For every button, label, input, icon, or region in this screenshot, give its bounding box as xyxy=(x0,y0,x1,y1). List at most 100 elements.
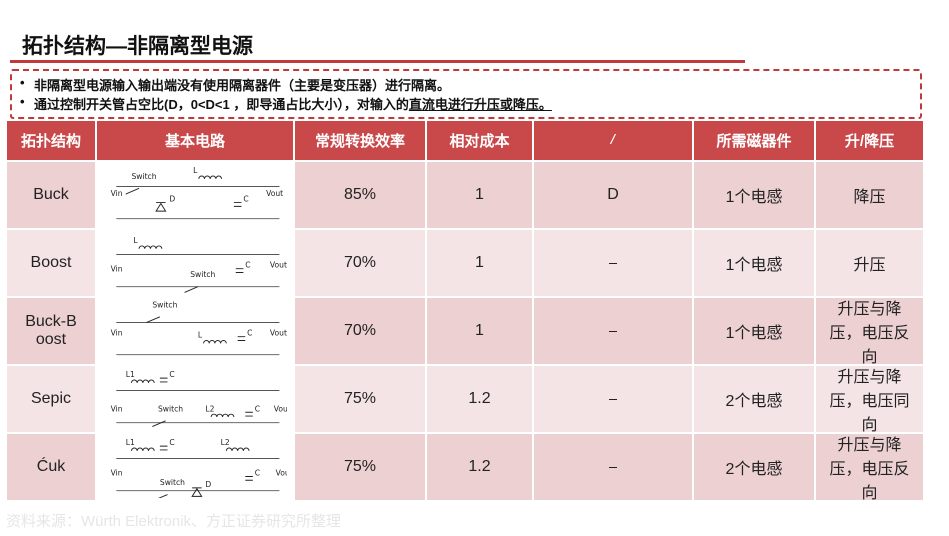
source: 资料来源：Würth Elektronik、方正证券研究所整理 xyxy=(6,513,342,530)
circuit-wire xyxy=(116,321,280,356)
circuit: Switch L D C Vin Vout xyxy=(111,166,283,220)
circuit-label: L xyxy=(198,331,203,340)
circuit-part xyxy=(158,494,168,498)
circuit-part xyxy=(130,447,155,451)
table-cell: L1 C Vin Switch L2 C Vout xyxy=(97,366,293,432)
circuit-label: Vin xyxy=(111,404,123,413)
numerator xyxy=(609,466,617,468)
table-cell: 升/降压 xyxy=(816,121,923,160)
fraction xyxy=(609,466,617,468)
table-cell: 升压与降压，电压反向 xyxy=(816,434,923,502)
note: 非隔离型电源输入输出端没有使用隔离器件（主要是变压器）进行隔离。 xyxy=(20,75,450,94)
table-cell: 75% xyxy=(295,366,425,432)
circuit-label: Switch xyxy=(160,478,185,487)
numerator xyxy=(609,398,617,400)
circuit-part xyxy=(237,336,246,341)
circuit-part xyxy=(210,413,235,418)
table-cell: 降压 xyxy=(816,162,923,228)
fraction xyxy=(609,330,617,332)
circuit-label: C xyxy=(169,438,174,447)
circuit-label: C xyxy=(255,404,260,413)
table-cell: 升压与降压，电压同向 xyxy=(816,366,923,434)
table-cell: Switch Vin L C Vout xyxy=(97,298,293,364)
circuit-label: Vout xyxy=(266,189,283,198)
circuit-label: C xyxy=(169,370,174,379)
circuit-label: Switch xyxy=(131,172,156,181)
circuit-part xyxy=(203,340,227,344)
table-cell xyxy=(534,366,692,432)
table-cell: 70% xyxy=(295,230,425,296)
table-cell: 1个电感 xyxy=(694,298,814,364)
table-cell: 1个电感 xyxy=(694,162,814,228)
circuit-part xyxy=(152,420,166,427)
circuit-label: L1 xyxy=(126,370,135,379)
circuit-label: L2 xyxy=(221,438,230,447)
circuit-part xyxy=(235,268,244,273)
circuit-label: C xyxy=(255,469,260,478)
circuit-label: Switch xyxy=(158,404,183,413)
table-cell: L1 C L2 Vin Switch D C Vout xyxy=(97,434,293,500)
table-cell: D xyxy=(534,162,692,228)
circuit-label: Vout xyxy=(274,404,287,413)
table-cell: 2个电感 xyxy=(694,434,814,500)
slash: / xyxy=(610,131,616,146)
circuit: L Vin Switch C Vout xyxy=(111,236,287,293)
table-cell: 拓扑结构 xyxy=(7,121,95,160)
note-text: 通过控制开关管占空比(D，0<D<1 ，即导通占比大小），对输入的 xyxy=(34,97,409,112)
table-cell: 所需磁器件 xyxy=(694,121,814,160)
circuit-part xyxy=(233,202,242,207)
circuit-part xyxy=(138,245,163,249)
table-cell: Switch L D C Vin Vout xyxy=(97,162,293,228)
table-cell: 1 xyxy=(427,162,532,228)
table-cell: 常规转换效率 xyxy=(295,121,425,160)
circuit-label: Vout xyxy=(270,261,287,270)
slide-title: 拓扑结构—非隔离型电源 xyxy=(22,35,253,58)
circuit: L1 C L2 Vin Switch D C Vout xyxy=(111,438,287,498)
circuit-label: Vout xyxy=(270,329,287,338)
circuit-label: D xyxy=(205,480,211,489)
fraction xyxy=(609,262,617,264)
circuit-label: L xyxy=(193,166,198,175)
numerator xyxy=(609,330,617,332)
circuit-label: L1 xyxy=(126,438,135,447)
table-cell: 1个电感 xyxy=(694,230,814,296)
table-cell: 相对成本 xyxy=(427,121,532,160)
circuit-part xyxy=(125,187,140,195)
circuit: L1 C Vin Switch L2 C Vout xyxy=(111,370,287,427)
note-box: 非隔离型电源输入输出端没有使用隔离器件（主要是变压器）进行隔离。 通过控制开关管… xyxy=(10,69,922,119)
circuit-part xyxy=(191,487,203,497)
title-rule xyxy=(10,60,745,63)
circuit-label: Vin xyxy=(111,189,123,198)
circuit-wire xyxy=(116,389,280,424)
circuit-wire xyxy=(116,185,280,220)
circuit-part xyxy=(130,379,155,383)
table-cell: 1.2 xyxy=(427,366,532,432)
circuit-label: C xyxy=(247,329,252,338)
circuit-part xyxy=(159,445,168,451)
table-cell xyxy=(534,434,692,500)
circuit-part xyxy=(184,286,199,293)
note-underlined: 直流电进行升压或降压。 xyxy=(408,97,552,112)
table-cell: 2个电感 xyxy=(694,366,814,432)
table-cell: L Vin Switch C Vout xyxy=(97,230,293,296)
table-cell: 85% xyxy=(295,162,425,228)
table-cell: Buck-Boost xyxy=(7,298,95,364)
circuit-part xyxy=(155,202,167,212)
circuit-label: C xyxy=(245,261,250,270)
table-cell: 70% xyxy=(295,298,425,364)
circuit-label: C xyxy=(243,195,248,204)
circuit-wire xyxy=(116,253,280,288)
circuit-part xyxy=(198,175,223,179)
table-cell: 基本电路 xyxy=(97,121,293,160)
note: 通过控制开关管占空比(D，0<D<1 ，即导通占比大小），对输入的直流电进行升压… xyxy=(20,94,552,113)
table-cell: Buck xyxy=(7,162,95,228)
circuit-part xyxy=(225,447,250,451)
table-cell: 1 xyxy=(427,230,532,296)
header-math: / xyxy=(611,130,615,151)
circuit-part xyxy=(245,476,253,481)
table-cell: 升压与降压，电压反向 xyxy=(816,298,923,366)
table-cell: 1 xyxy=(427,298,532,364)
table-cell: 升压 xyxy=(816,230,923,296)
table-cell: Boost xyxy=(7,230,95,296)
table-cell xyxy=(534,298,692,364)
